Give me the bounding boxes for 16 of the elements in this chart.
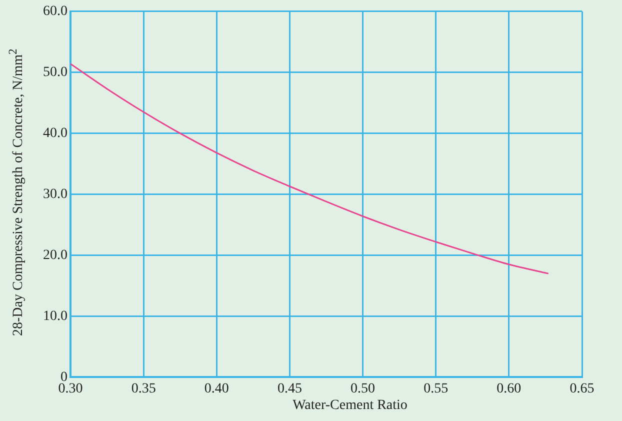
y-tick-label: 10.0: [43, 308, 68, 324]
x-tick-label: 0.30: [58, 381, 83, 396]
x-tick-label: 0.35: [131, 381, 156, 396]
x-axis-title: Water-Cement Ratio: [292, 398, 408, 414]
y-tick-label: 40.0: [43, 126, 68, 142]
x-tick-label: 0.45: [277, 381, 302, 396]
x-tick-label: 0.40: [204, 381, 229, 396]
y-tick-label: 30.0: [43, 186, 68, 202]
y-tick-label: 50.0: [43, 65, 68, 80]
y-tick-label: 20.0: [43, 248, 68, 263]
x-tick-label: 0.60: [496, 381, 522, 396]
x-tick-label: 0.65: [570, 381, 594, 396]
x-tick-label: 0.50: [350, 381, 376, 396]
y-tick-label: 60.0: [43, 4, 68, 20]
x-tick-label: 0.55: [424, 381, 448, 396]
line-series: [70, 63, 550, 274]
